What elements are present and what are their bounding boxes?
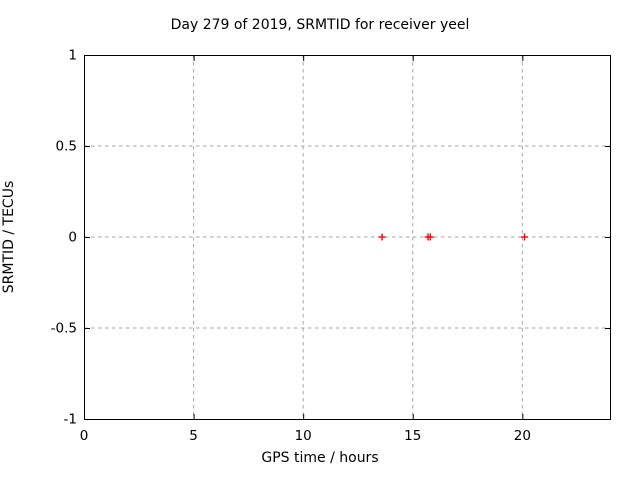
x-tick-label: 15: [404, 428, 421, 444]
y-tick-label: 0.5: [56, 139, 77, 155]
plot-border: [84, 55, 611, 420]
chart-title: Day 279 of 2019, SRMTID for receiver yee…: [170, 17, 470, 33]
x-tick-label: 0: [80, 428, 89, 444]
x-tick-label: 5: [189, 428, 198, 444]
x-tick-label: 10: [295, 428, 312, 444]
y-tick-label: -1: [64, 412, 77, 428]
y-tick-label: 0: [68, 230, 77, 246]
x-tick-label: 20: [514, 428, 531, 444]
x-axis-label: GPS time / hours: [261, 450, 379, 466]
y-tick-label: 1: [68, 48, 77, 64]
y-tick-label: -0.5: [51, 321, 77, 337]
